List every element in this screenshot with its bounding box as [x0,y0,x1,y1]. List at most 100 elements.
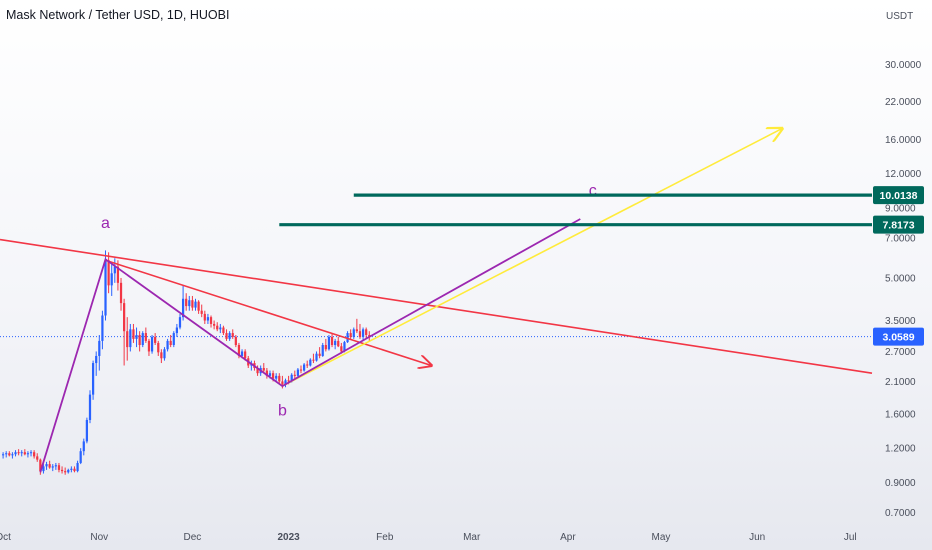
time-tick-label: Oct [0,532,11,543]
candle-body [135,334,138,339]
candle-body [73,468,76,472]
price-tick-label: 2.7000 [885,347,916,358]
candle [138,331,141,352]
candle-body [213,323,216,326]
candle-body [240,351,244,356]
candle [200,304,203,318]
candle [185,293,188,311]
candle [29,450,33,457]
candle-body [64,471,67,473]
candle [141,331,144,348]
candle-body [355,329,358,332]
candle [361,327,365,341]
candle [14,450,17,457]
price-tick-label: 0.9000 [885,478,916,489]
drawings-layer: a b c [0,129,873,473]
candle-body [82,441,85,452]
candle [197,300,200,314]
candle [157,340,160,356]
price-tags: 10.0138 7.8173 3.0589 [873,186,924,346]
candle-body [178,317,182,328]
candle-body [290,374,293,382]
candle-body [147,340,151,352]
candle [312,353,315,364]
candle [54,462,57,470]
price-tag [873,215,924,234]
price-tick-label: 1.2000 [885,444,916,455]
candle-body [150,336,154,352]
price-axis[interactable]: USDT 30.0000 22.0000 16.0000 12.0000 9.0000 7.… [885,11,922,519]
candle-body [191,300,194,308]
candle-body [299,369,303,371]
candle-body [225,333,228,339]
time-tick-label: Apr [560,532,576,543]
candle-body [110,273,113,286]
candle-body [119,282,123,304]
candle [302,363,306,372]
candle-body [85,419,89,442]
candle [222,325,225,335]
price-axis-unit: USDT [886,11,913,22]
candles-layer [1,250,371,475]
candle [64,467,67,475]
candle [147,338,151,356]
candle-body [91,363,95,395]
candle-body [107,260,110,286]
candle [166,338,169,352]
price-tick-label: 12.0000 [885,169,922,180]
candle-body [315,353,318,361]
candle-body [368,334,371,337]
candle-body [244,351,247,359]
candle [110,264,113,296]
price-tick-label: 0.7000 [885,508,916,519]
time-axis[interactable]: Oct Nov Dec 2023 Feb Mar Apr May Jun Jul [0,532,857,543]
candle [296,368,300,377]
time-tick-label: Nov [90,532,108,543]
candle [278,373,281,385]
price-tick-label: 5.0000 [885,273,916,284]
candle-body [188,300,191,307]
candle-body [1,454,5,456]
candle [82,438,85,456]
candle [154,333,157,346]
time-tick-label: Dec [184,532,202,543]
price-tag-label: 7.8173 [882,220,914,232]
candle [172,331,175,348]
candle-body [231,333,234,337]
candle [188,295,191,311]
price-tick-label: 2.1000 [885,377,916,388]
candle-body [346,333,349,343]
candle-body [48,464,51,468]
candle-body [275,375,278,379]
candle [1,452,5,459]
candle [119,277,123,311]
price-tag [873,327,924,346]
candle [265,368,268,379]
candle [365,327,368,339]
candle-body [154,336,157,343]
candle [355,318,358,334]
candle-body [181,298,185,318]
candle-body [309,359,312,366]
price-tick-label: 7.0000 [885,233,916,244]
wave-path [39,218,581,473]
candle-body [126,331,129,348]
price-tick-label: 9.0000 [885,203,916,214]
candle-body [163,349,166,359]
candle-body [57,465,61,470]
candle-body [293,374,296,376]
candle [150,334,154,354]
candle [216,322,219,332]
price-tick-label: 3.5000 [885,316,916,327]
candle-body [42,466,45,472]
time-tick-label: Feb [376,532,394,543]
candle [231,329,234,339]
candle [57,462,61,473]
candle-body [197,301,200,311]
candle [352,327,355,339]
candle-body [365,329,368,335]
candle [101,310,104,350]
candle [76,460,79,473]
candle-body [194,301,197,308]
